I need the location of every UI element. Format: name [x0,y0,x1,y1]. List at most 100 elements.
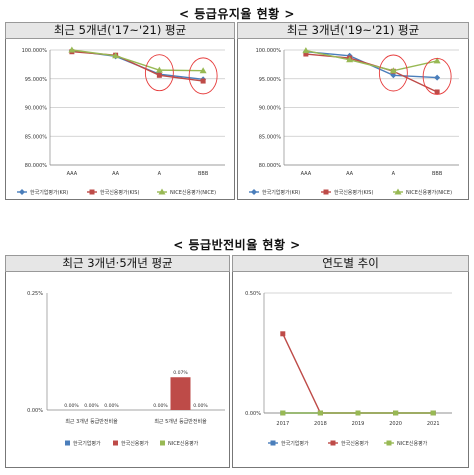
series-line [71,49,204,72]
data-label: 0.00% [64,403,79,409]
x-tick-label: 2018 [314,421,327,427]
x-tick-label: AA [112,171,120,177]
data-point [112,52,120,59]
legend-label: 한국신용평가(KIS) [100,189,139,196]
y-tick-label: 100.000% [22,48,48,54]
legend-marker [251,189,257,195]
data-label: 0.00% [193,403,208,409]
y-tick-label: 0.50% [245,291,261,297]
x-tick-label: 최근 5개년 등급반전비율 [154,418,207,425]
chart-panel-3yr-retention: 최근 3개년('19~'21) 평균 80.000% 85.000% 90.000%… [237,22,469,200]
legend-label: 한국기업평가 [73,440,101,447]
data-point [430,410,436,416]
data-point [390,72,397,79]
x-tick-label: A [158,171,162,177]
bar-chart-reversal-average: 0.00% 0.25% 최근 3개년 등급반전비율 0.00% 0.00% 0.00% 최근… [27,291,225,447]
legend-label: 한국신용평가 [121,440,149,447]
x-tick-label: 2021 [427,421,440,427]
x-tick-label: AAA [67,171,78,177]
chart-panel-reversal-average: 최근 3개년·5개년 평균 0.00% 0.25% 최근 3개년 등급반전비율 0.0… [5,255,230,468]
legend-label: 한국신용평가 [341,440,369,447]
data-point [346,56,354,63]
legend-marker [270,440,276,446]
data-label: 0.07% [173,370,188,376]
data-point [280,331,286,337]
y-tick-label: 0.25% [27,291,43,297]
data-point [434,89,440,95]
y-tick-label: 95.000% [25,77,47,83]
series-line [305,53,438,93]
highlight-circle [144,54,174,92]
data-point [302,47,310,54]
legend-swatch [65,440,70,446]
x-tick-label: 2017 [276,421,289,427]
legend-label: 한국신용평가(KIS) [334,189,373,196]
line-chart-3yr-retention: 80.000%85.000%90.000%95.000%100.000%AAA A… [249,47,459,196]
data-point [389,67,397,74]
data-point [156,72,162,78]
highlight-circle [422,58,452,95]
x-tick-label: 최근 3개년 등급반전비율 [65,418,118,425]
x-tick-label: 2020 [389,421,402,427]
legend-label: 한국기업평가 [281,440,309,447]
data-point [199,67,207,74]
data-point [280,410,286,416]
legend-marker [19,189,25,195]
data-point [303,51,309,57]
x-tick-label: BBB [198,171,209,177]
y-tick-label: 90.000% [25,106,47,112]
legend-label: 한국기업평가(KR) [262,189,300,196]
legend-marker [394,188,402,195]
y-tick-label: 90.000% [259,106,281,112]
line-chart-reversal-yearly: 0.00% 0.50% 2017 2018 2019 2020 2021 한국기업평가 한국신용… [245,291,452,447]
chart-panel-5yr-retention: 최근 5개년('17~'21) 평균 80.000% 85.000% 90.000%… [5,22,235,200]
x-tick-label: AAA [301,171,312,177]
x-tick-label: BBB [432,171,443,177]
highlight-circle [188,57,218,95]
y-tick-label: 95.000% [259,77,281,83]
data-label: 0.00% [104,403,119,409]
series-line [282,333,434,414]
data-point [393,410,399,416]
data-point [317,410,323,416]
chart-title: 연도별 추이 [232,255,469,272]
y-tick-label: 85.000% [259,134,281,140]
data-point [433,57,441,64]
legend-label: NICE신용평가(NICE) [170,189,216,196]
chart-panel-reversal-yearly: 연도별 추이 0.00% 0.50% 2017 2018 2019 2020 2021 한국기… [232,255,469,468]
data-point [155,66,163,73]
reversal-section-title: < 등급반전비율 현황 > [173,238,301,252]
y-tick-label: 100.000% [256,48,282,54]
x-tick-label: 2019 [352,421,365,427]
series-line [305,49,438,72]
legend-marker [89,189,95,195]
legend-label: NICE신용평가(NICE) [406,189,452,196]
data-label: 0.00% [84,403,99,409]
chart-title: 최근 3개년('19~'21) 평균 [237,22,469,39]
chart-title: 최근 5개년('17~'21) 평균 [5,22,235,39]
y-tick-label: 0.00% [245,411,261,417]
bar [170,377,191,410]
highlight-circle [378,54,408,92]
y-tick-label: 0.00% [27,408,43,414]
x-tick-label: A [392,171,396,177]
legend-swatch [160,440,165,446]
legend-marker [330,440,336,446]
legend-label: 한국기업평가(KR) [30,189,68,196]
legend-swatch [113,440,118,446]
line-chart-5yr-retention: 80.000%85.000%90.000%95.000%100.000%AAA A… [17,46,225,196]
legend-label: NICE신용평가 [397,440,428,447]
data-label: 0.00% [153,403,168,409]
y-tick-label: 80.000% [25,163,47,169]
legend-marker [323,189,329,195]
x-tick-label: AA [346,171,354,177]
legend-marker [386,440,392,446]
retention-section-title: < 등급유지율 현황 > [179,7,295,21]
data-point [68,46,76,53]
data-point [200,78,206,84]
legend-label: NICE신용평가 [168,440,199,447]
y-tick-label: 85.000% [25,134,47,140]
legend-marker [158,188,166,195]
chart-title: 최근 3개년·5개년 평균 [5,255,230,272]
data-point [355,410,361,416]
